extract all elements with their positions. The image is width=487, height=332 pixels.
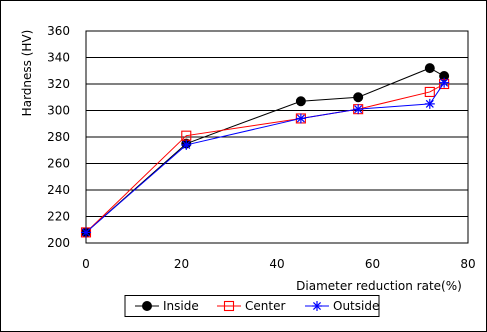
legend: Inside Center Outside bbox=[124, 295, 380, 317]
y-tick-label: 300 bbox=[47, 104, 70, 118]
x-tick-label: 0 bbox=[82, 257, 90, 271]
data-point-outside bbox=[181, 139, 192, 150]
x-tick-label: 20 bbox=[174, 257, 189, 271]
y-tick-label: 260 bbox=[47, 157, 70, 171]
data-point-inside bbox=[295, 96, 306, 107]
y-tick-label: 240 bbox=[47, 183, 70, 197]
x-tick-label: 60 bbox=[365, 257, 380, 271]
legend-marker-inside bbox=[142, 301, 152, 311]
y-axis-title: Hardness (HV) bbox=[20, 30, 34, 117]
legend-marker-outside bbox=[312, 301, 322, 311]
legend-label-center: Center bbox=[245, 299, 285, 313]
legend-label-outside: Outside bbox=[333, 299, 379, 313]
data-point-outside bbox=[295, 113, 306, 124]
x-axis-title: Diameter reduction rate(%) bbox=[296, 279, 462, 293]
y-tick-label: 340 bbox=[47, 51, 70, 65]
data-point-inside bbox=[353, 92, 364, 103]
y-tick-label: 200 bbox=[47, 236, 70, 250]
y-tick-label: 280 bbox=[47, 130, 70, 144]
y-tick-label: 320 bbox=[47, 77, 70, 91]
legend-marker-center bbox=[223, 300, 235, 312]
data-point-inside bbox=[424, 63, 435, 74]
data-point-center bbox=[424, 86, 435, 97]
data-point-outside bbox=[439, 77, 450, 88]
data-point-outside bbox=[424, 98, 435, 109]
plot-area: 200 220 240 260 280 300 320 340 360 0 20 40 60 80 bbox=[47, 24, 476, 271]
data-point-outside bbox=[353, 104, 364, 115]
x-tick-label: 40 bbox=[269, 257, 284, 271]
series-line-outside bbox=[85, 82, 445, 233]
plot-border bbox=[85, 30, 469, 244]
legend-box bbox=[124, 295, 380, 317]
legend-label-inside: Inside bbox=[163, 299, 199, 313]
y-tick-label: 220 bbox=[47, 210, 70, 224]
data-point-outside bbox=[81, 227, 91, 238]
x-tick-label: 80 bbox=[460, 257, 475, 271]
y-tick-label: 360 bbox=[47, 24, 70, 38]
